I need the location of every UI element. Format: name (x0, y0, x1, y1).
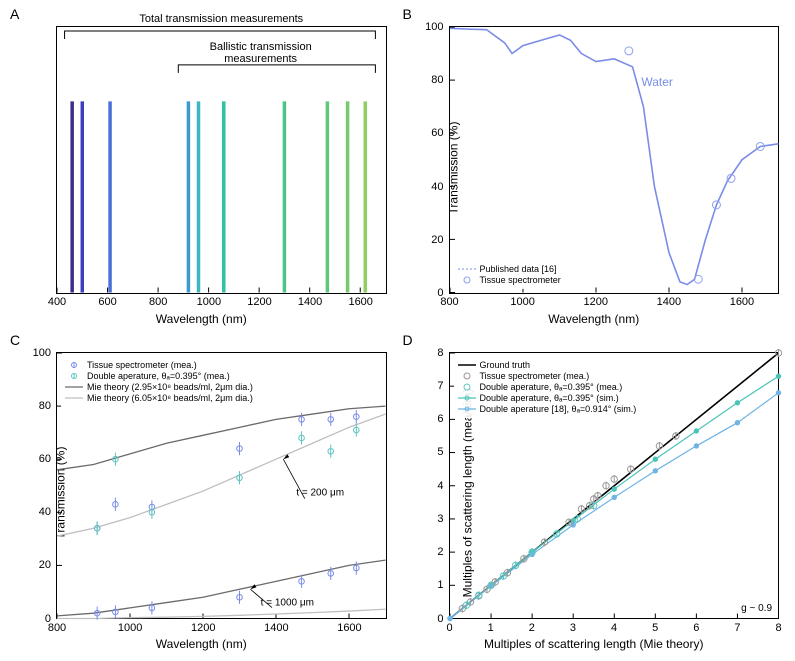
legend-row: Double aperature, θₐ=0.395° (mea.) (65, 371, 253, 381)
legend-label: Double aperature [18], θₐ=0.914° (sim.) (480, 404, 637, 414)
legend-row: Mie theory (6.05×10⁸ beads/ml, 2μm dia.) (65, 393, 253, 403)
panel-c-legend: Tissue spectrometer (mea.) Double aperat… (61, 356, 257, 407)
panel-c: C Transmission (%) Tissue spectrometer (… (8, 334, 395, 654)
g-note: g ~ 0.9 (741, 603, 772, 614)
legend-label: Double aperature, θₐ=0.395° (sim.) (480, 393, 619, 403)
legend-label: Tissue spectrometer (mea.) (87, 360, 197, 370)
panel-b-xlabel: Wavelength (nm) (548, 312, 639, 326)
panel-a-xlabel: Wavelength (nm) (156, 312, 247, 326)
legend-row: Published data [16] (458, 264, 561, 274)
legend-row: Double aperature [18], θₐ=0.914° (sim.) (458, 404, 637, 414)
legend-row: Double aperature, θₐ=0.395° (mea.) (458, 382, 637, 392)
panel-a-svg (57, 27, 386, 293)
water-label: Water (641, 75, 673, 89)
panel-c-xlabel: Wavelength (nm) (156, 637, 247, 651)
legend-swatch-marker (458, 383, 476, 391)
panel-b-legend: Published data [16] Tissue spectrometer (454, 260, 565, 289)
legend-label: Tissue spectrometer (mea.) (480, 371, 590, 381)
panel-a: A 4006008001000120014001600Total transmi… (8, 8, 395, 328)
legend-swatch-marker (65, 372, 83, 380)
legend-swatch-line (458, 405, 476, 413)
legend-row: Mie theory (2.95×10⁸ beads/ml, 2μm dia.) (65, 382, 253, 392)
legend-swatch-line (65, 383, 83, 391)
legend-swatch-marker (65, 361, 83, 369)
panel-d-plot: g ~ 0.9 Ground truth Tissue spectrometer… (449, 352, 780, 620)
panel-c-label: C (10, 332, 20, 348)
legend-row: Tissue spectrometer (mea.) (458, 371, 637, 381)
figure-grid: A 4006008001000120014001600Total transmi… (8, 8, 787, 653)
panel-d-legend: Ground truth Tissue spectrometer (mea.) … (454, 356, 641, 418)
panel-a-plot: 4006008001000120014001600Total transmiss… (56, 26, 387, 294)
legend-swatch-line (65, 394, 83, 402)
legend-label: Ground truth (480, 360, 531, 370)
legend-label: Mie theory (2.95×10⁸ beads/ml, 2μm dia.) (87, 382, 253, 392)
legend-label: Published data [16] (480, 264, 557, 274)
panel-b-svg (450, 27, 779, 293)
legend-swatch-line (458, 265, 476, 273)
panel-b-plot: Water Published data [16] Tissue spectro… (449, 26, 780, 294)
legend-label: Double aperature, θₐ=0.395° (mea.) (87, 371, 230, 381)
legend-label: Mie theory (6.05×10⁸ beads/ml, 2μm dia.) (87, 393, 253, 403)
panel-b: B Transmission (%) Water Published data … (401, 8, 788, 328)
panel-b-label: B (403, 6, 412, 22)
panel-a-label: A (10, 6, 19, 22)
legend-swatch-line (458, 361, 476, 369)
legend-swatch-marker (458, 372, 476, 380)
panel-d: D Multiples of scattering length (mea/si… (401, 334, 788, 654)
legend-row: Tissue spectrometer (458, 275, 561, 285)
panel-d-xlabel: Multiples of scattering length (Mie theo… (484, 637, 703, 651)
legend-row: Double aperature, θₐ=0.395° (sim.) (458, 393, 637, 403)
legend-label: Tissue spectrometer (480, 275, 561, 285)
legend-swatch-line (458, 394, 476, 402)
legend-row: Tissue spectrometer (mea.) (65, 360, 253, 370)
legend-label: Double aperature, θₐ=0.395° (mea.) (480, 382, 623, 392)
panel-d-label: D (403, 332, 413, 348)
legend-row: Ground truth (458, 360, 637, 370)
panel-c-plot: Tissue spectrometer (mea.) Double aperat… (56, 352, 387, 620)
legend-swatch-marker (458, 276, 476, 284)
